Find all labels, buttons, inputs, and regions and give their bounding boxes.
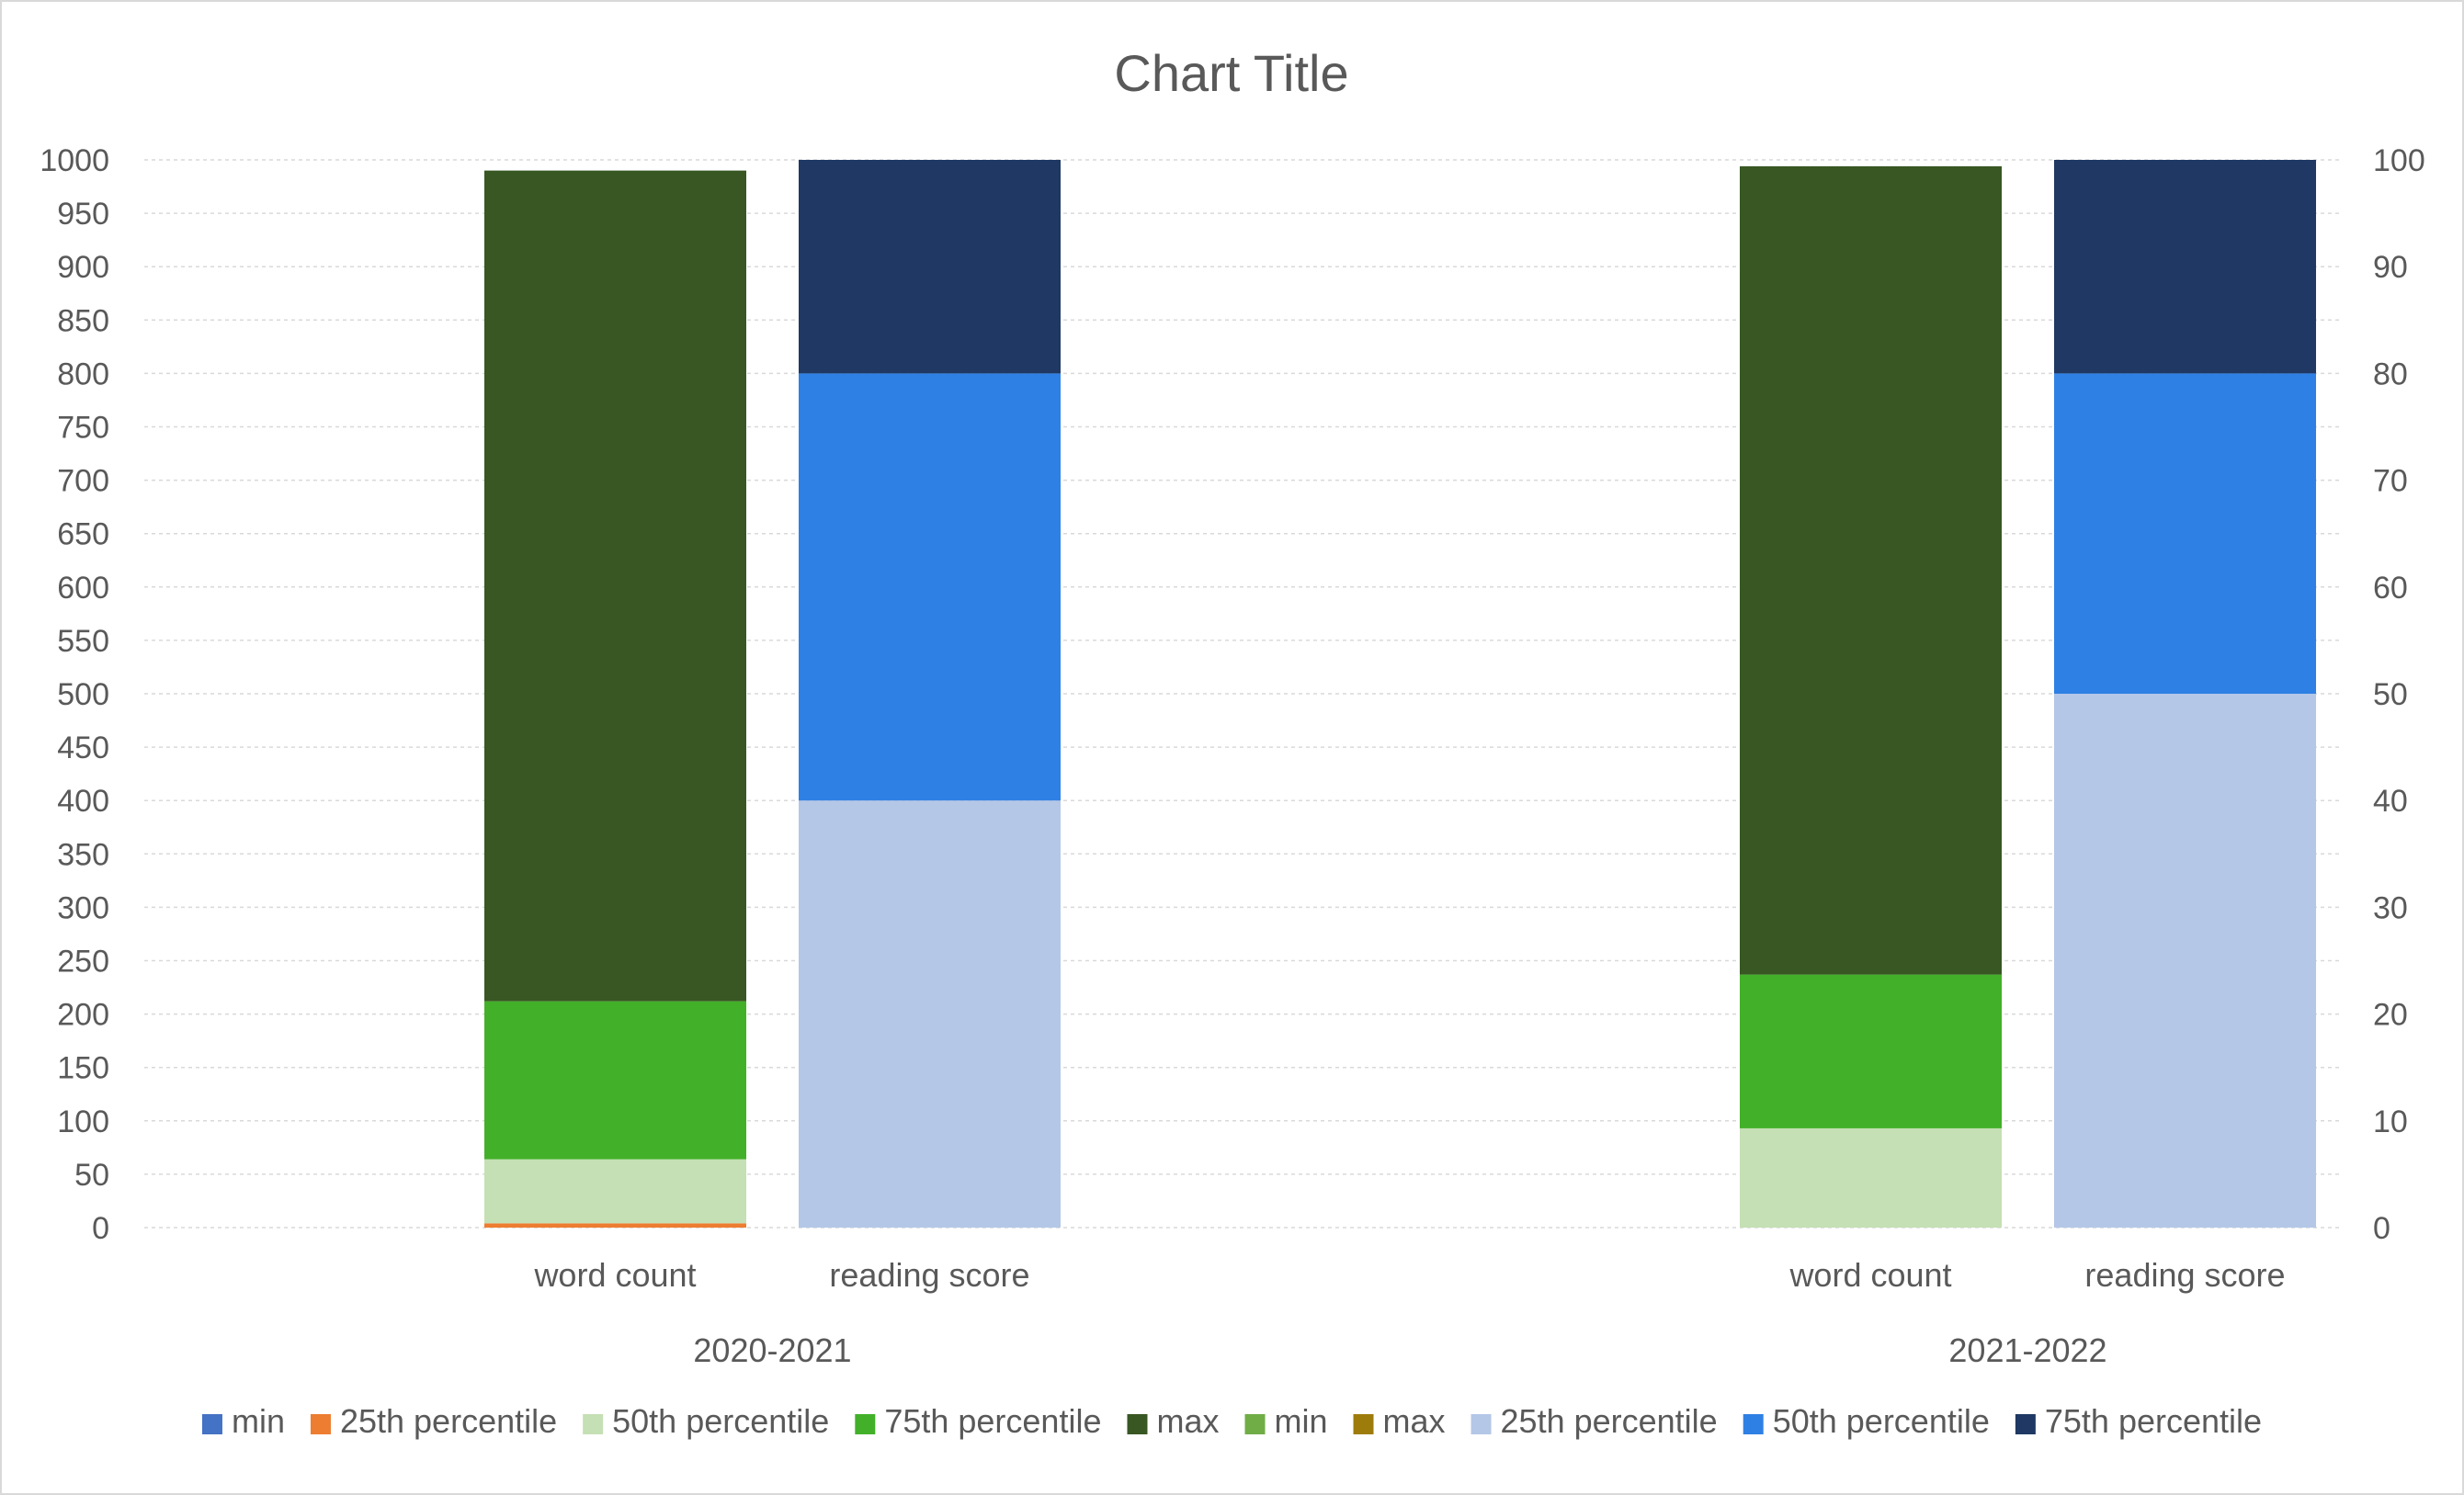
y-left-tick-label: 550 <box>57 624 109 659</box>
legend-swatch <box>1353 1414 1374 1434</box>
y-left-tick-label: 350 <box>57 837 109 872</box>
word-count-bar-50th-percentile <box>484 1159 746 1224</box>
legend-label: min <box>1275 1402 1328 1440</box>
legend-swatch <box>1743 1414 1764 1434</box>
legend-swatch <box>583 1414 604 1434</box>
reading-score-bar-75th-percentile <box>799 160 1061 374</box>
y-left-tick-label: 1000 <box>40 143 109 178</box>
y-right-tick-label: 100 <box>2373 143 2425 178</box>
word-count-bar-max <box>484 170 746 1002</box>
y-left-tick-label: 650 <box>57 517 109 552</box>
legend-swatch <box>1470 1414 1492 1434</box>
word-count-bar-75th-percentile <box>1740 974 2002 1128</box>
y-left-tick-label: 100 <box>57 1104 109 1139</box>
reading-score-bar-50th-percentile <box>2054 373 2316 694</box>
y-left-tick-label: 750 <box>57 411 109 446</box>
legend-swatch <box>2015 1414 2036 1434</box>
y-left-tick-label: 850 <box>57 303 109 338</box>
legend-swatch <box>201 1414 222 1434</box>
x-axis: word count reading score 2020-2021 word cou… <box>533 1256 2285 1369</box>
y-right-tick-label: 30 <box>2373 890 2408 925</box>
word-count-bar-max <box>1740 165 2002 975</box>
y-left-tick-label: 950 <box>57 197 109 232</box>
legend-label: 25th percentile <box>340 1402 557 1440</box>
y-right-tick-label: 20 <box>2373 998 2408 1033</box>
reading-score-bar-25th-percentile <box>2054 694 2316 1228</box>
category-label: word count <box>533 1256 696 1294</box>
word-count-bar-50th-percentile <box>1740 1127 2002 1228</box>
reading-score-bar-75th-percentile <box>2054 160 2316 374</box>
y-left-tick-label: 150 <box>57 1051 109 1086</box>
y-right-tick-label: 80 <box>2373 357 2408 391</box>
legend-label: 75th percentile <box>2045 1402 2262 1440</box>
y-left-tick-label: 0 <box>92 1211 109 1246</box>
word-count-bar-25th-percentile <box>484 1223 746 1228</box>
word-count-bar-75th-percentile <box>484 1001 746 1160</box>
bars <box>484 160 2316 1228</box>
legend-label: 50th percentile <box>612 1402 829 1440</box>
y-right-tick-label: 0 <box>2373 1211 2390 1246</box>
category-label: word count <box>1788 1256 1951 1294</box>
y-left-tick-label: 700 <box>57 464 109 499</box>
y-left-tick-label: 450 <box>57 731 109 765</box>
reading-score-bar-50th-percentile <box>799 373 1061 801</box>
y-right-tick-label: 10 <box>2373 1104 2408 1139</box>
y-right-tick-label: 70 <box>2373 464 2408 499</box>
y-left-tick-label: 50 <box>74 1158 109 1193</box>
legend-swatch <box>855 1414 876 1434</box>
y-right-tick-label: 40 <box>2373 784 2408 819</box>
category-label: reading score <box>829 1256 1029 1294</box>
legend-label: 25th percentile <box>1501 1402 1718 1440</box>
y-right-tick-label: 60 <box>2373 571 2408 606</box>
category-label: reading score <box>2084 1256 2285 1294</box>
y-left-tick-label: 250 <box>57 945 109 980</box>
y-left-tick-label: 300 <box>57 890 109 925</box>
legend-swatch <box>1127 1414 1148 1434</box>
y-axis-left: 0 50 100 150 200 250 300 350 400 450 500 550 600 650 7… <box>40 143 109 1246</box>
legend-label: min <box>232 1402 285 1440</box>
gridlines <box>144 159 2341 1229</box>
y-left-tick-label: 200 <box>57 998 109 1033</box>
legend-label: max <box>1383 1402 1446 1440</box>
y-left-tick-label: 900 <box>57 250 109 285</box>
group-label: 2021-2022 <box>1948 1331 2106 1369</box>
y-left-tick-label: 600 <box>57 571 109 606</box>
y-left-tick-label: 800 <box>57 357 109 391</box>
y-left-tick-label: 400 <box>57 784 109 819</box>
legend-label: 75th percentile <box>884 1402 1101 1440</box>
y-right-tick-label: 90 <box>2373 250 2408 285</box>
legend-label: 50th percentile <box>1773 1402 1990 1440</box>
legend-swatch <box>310 1414 331 1434</box>
chart-title: Chart Title <box>1114 44 1348 102</box>
y-right-tick-label: 50 <box>2373 677 2408 712</box>
reading-score-bar-25th-percentile <box>799 800 1061 1228</box>
legend-swatch <box>1244 1414 1266 1434</box>
legend-label: max <box>1156 1402 1219 1440</box>
y-left-tick-label: 500 <box>57 677 109 712</box>
y-axis-right: 0 10 20 30 40 50 60 70 80 90 100 <box>2373 143 2425 1246</box>
legend: min 25th percentile 50th percentile 75th pe… <box>201 1402 2262 1440</box>
group-label: 2020-2021 <box>693 1331 851 1369</box>
